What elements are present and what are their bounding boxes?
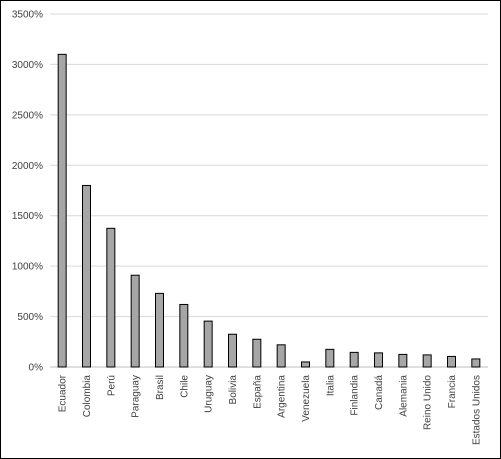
y-tick-label: 2000% [12,161,43,172]
x-axis-tick-labels: Ecuador Colombia Perú Paraguay Brasil Chile Ur… [58,374,483,445]
y-tick-label: 3500% [12,10,43,21]
x-tick-label: Brasil [155,375,166,400]
x-tick-label: Paraguay [131,375,142,418]
bar-brasil [155,292,164,368]
bar-ecuador [57,53,67,368]
bar-venezuela [301,361,310,368]
x-tick-label: Bolivia [228,375,239,405]
bar-estados-unidos [471,358,481,368]
y-tick-label: 500% [17,312,43,323]
bar-italia [325,348,335,368]
y-tick-label: 1500% [12,211,43,222]
bar-paraguay [130,274,140,368]
bar-uruguay [203,320,213,368]
bar-canadá [374,352,383,368]
bar-alemania [398,353,408,368]
bar-bolivia [228,333,237,368]
bars [57,53,481,368]
x-tick-label: Canadá [374,375,385,410]
gridlines [50,13,488,368]
x-tick-label: Estados Unidos [471,375,482,445]
y-tick-label: 2500% [12,110,43,121]
x-tick-label: Perú [106,375,117,396]
x-tick-label: Colombia [82,375,93,418]
x-tick-label: Uruguay [204,375,215,413]
bar-españa [252,338,262,368]
bar-perú [106,227,116,368]
x-tick-label: Alemania [398,375,409,417]
x-tick-label: Reino Unido [423,375,434,430]
x-tick-label: Ecuador [58,374,69,412]
y-tick-label: 1000% [12,262,43,273]
x-tick-label: Italia [325,375,336,397]
y-axis-tick-labels: 0% 500% 1000% 1500% 2000% 2500% 3000% 3500% [12,10,43,374]
bar-reino-unido [422,354,432,368]
bar-colombia [82,184,91,368]
x-tick-label: Venezuela [301,375,312,422]
bar-francia [447,355,456,368]
x-tick-label: Francia [447,375,458,409]
x-tick-label: Argentina [277,375,288,418]
x-tick-label: Chile [179,375,190,398]
y-tick-label: 0% [29,363,44,374]
bar-finlandia [349,351,359,368]
x-tick-label: Finlandia [350,375,361,416]
bar-argentina [276,344,286,368]
y-tick-label: 3000% [12,60,43,71]
x-tick-label: España [252,375,263,409]
bar-chile [179,303,189,368]
